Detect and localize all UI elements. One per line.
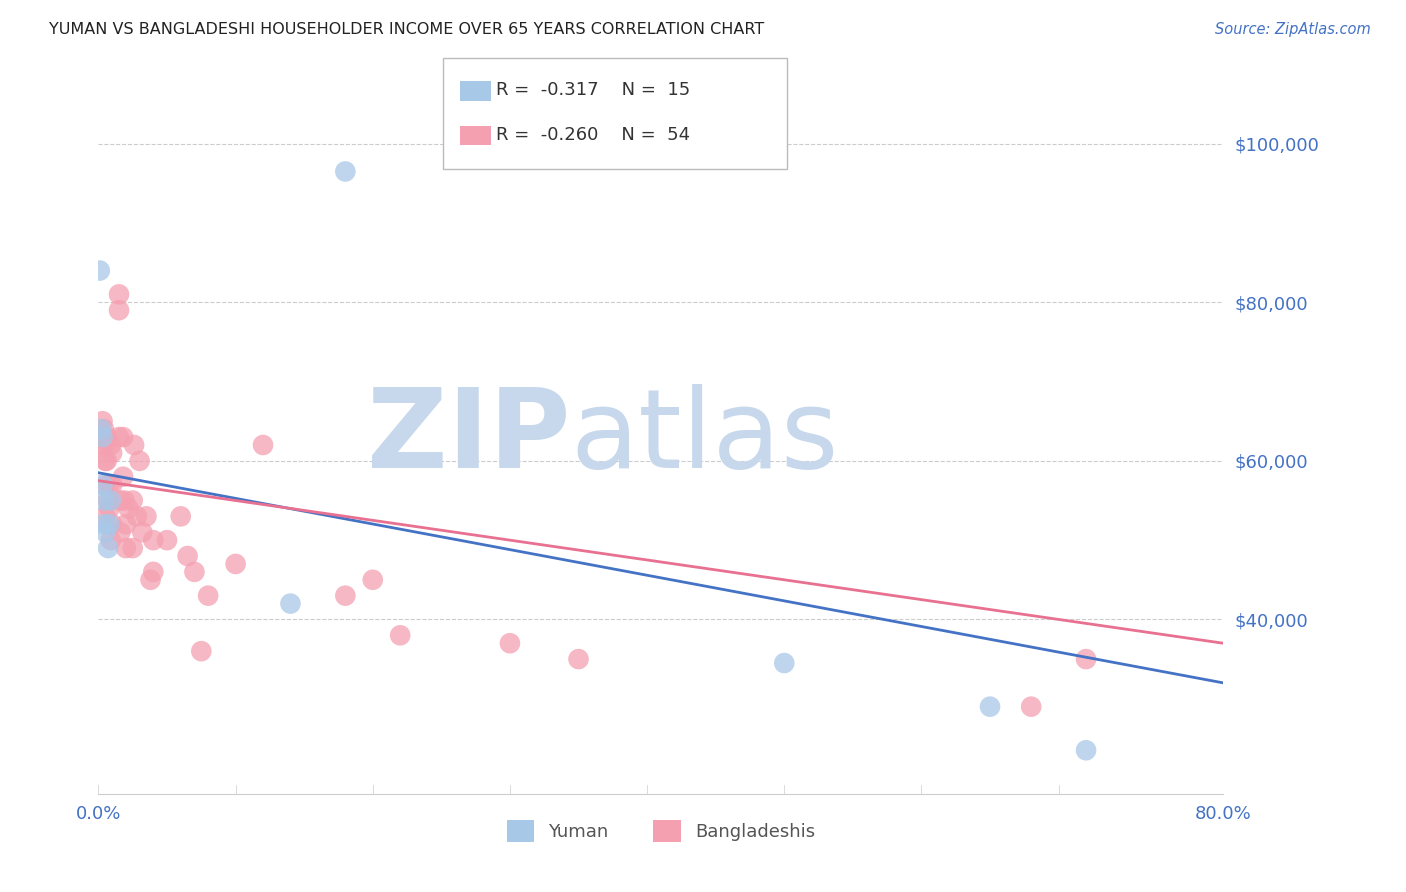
Text: YUMAN VS BANGLADESHI HOUSEHOLDER INCOME OVER 65 YEARS CORRELATION CHART: YUMAN VS BANGLADESHI HOUSEHOLDER INCOME …	[49, 22, 765, 37]
Point	[108, 303, 131, 318]
Point	[98, 517, 121, 532]
Point	[499, 636, 522, 650]
Point	[93, 438, 115, 452]
Point	[176, 549, 198, 563]
Point	[142, 565, 165, 579]
Point	[361, 573, 384, 587]
Text: atlas: atlas	[571, 384, 839, 491]
Point	[93, 493, 115, 508]
Point	[121, 493, 143, 508]
Point	[101, 446, 124, 460]
Text: ZIP: ZIP	[367, 384, 571, 491]
Legend: Yuman, Bangladeshis: Yuman, Bangladeshis	[499, 813, 823, 849]
Point	[100, 533, 122, 548]
Point	[108, 287, 131, 301]
Point	[183, 565, 205, 579]
Point	[128, 454, 150, 468]
Point	[90, 430, 112, 444]
Point	[112, 469, 135, 483]
Point	[156, 533, 179, 548]
Point	[101, 517, 124, 532]
Point	[225, 557, 247, 571]
Point	[142, 533, 165, 548]
Point	[122, 438, 145, 452]
Point	[114, 493, 136, 508]
Point	[96, 430, 118, 444]
Point	[94, 509, 117, 524]
Point	[97, 493, 120, 508]
Point	[98, 477, 121, 491]
Point	[94, 454, 117, 468]
Point	[125, 509, 148, 524]
Point	[567, 652, 589, 666]
Point	[97, 541, 120, 555]
Point	[91, 477, 114, 491]
Point	[110, 493, 132, 508]
Point	[131, 525, 153, 540]
Point	[115, 541, 138, 555]
Text: R =  -0.317    N =  15: R = -0.317 N = 15	[496, 81, 690, 99]
Point	[335, 589, 357, 603]
Point	[280, 597, 302, 611]
Point	[89, 263, 111, 277]
Text: Source: ZipAtlas.com: Source: ZipAtlas.com	[1215, 22, 1371, 37]
Point	[108, 430, 131, 444]
Point	[115, 517, 138, 532]
Point	[135, 509, 157, 524]
Point	[252, 438, 274, 452]
Point	[190, 644, 212, 658]
Point	[90, 422, 112, 436]
Point	[139, 573, 162, 587]
Point	[197, 589, 219, 603]
Point	[389, 628, 412, 642]
Point	[93, 517, 115, 532]
Point	[101, 477, 124, 491]
Point	[100, 493, 122, 508]
Point	[91, 430, 114, 444]
Point	[117, 501, 139, 516]
Point	[93, 422, 115, 436]
Point	[100, 438, 122, 452]
Point	[91, 414, 114, 428]
Point	[1074, 652, 1097, 666]
Point	[112, 430, 135, 444]
Text: R =  -0.260    N =  54: R = -0.260 N = 54	[496, 126, 690, 144]
Point	[96, 454, 118, 468]
Point	[98, 501, 121, 516]
Point	[110, 525, 132, 540]
Point	[94, 477, 117, 491]
Point	[335, 164, 357, 178]
Point	[1074, 743, 1097, 757]
Point	[979, 699, 1001, 714]
Point	[91, 438, 114, 452]
Point	[121, 541, 143, 555]
Point	[1019, 699, 1042, 714]
Point	[94, 525, 117, 540]
Point	[170, 509, 193, 524]
Point	[773, 656, 796, 670]
